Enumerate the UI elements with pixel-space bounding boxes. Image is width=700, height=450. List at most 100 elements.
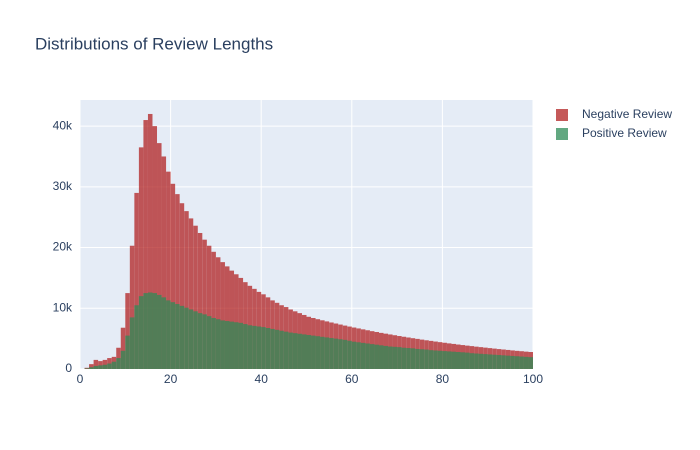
bar [107, 363, 112, 369]
bar [102, 364, 108, 369]
bar [410, 348, 416, 369]
bar [184, 211, 189, 369]
legend-label: Negative Review [582, 107, 672, 121]
bar [505, 355, 511, 369]
bar [161, 297, 167, 369]
bar [424, 349, 429, 369]
bar [215, 319, 221, 369]
chart-title: Distributions of Review Lengths [35, 34, 273, 53]
bar [306, 334, 312, 369]
y-tick-label: 20k [53, 240, 73, 254]
bar [211, 317, 216, 369]
y-tick-label: 0 [65, 361, 72, 375]
x-tick-label: 100 [523, 372, 543, 386]
bar [483, 354, 488, 369]
bar [288, 332, 293, 369]
bar [102, 359, 108, 369]
bar [501, 355, 506, 369]
x-tick-label: 80 [436, 372, 450, 386]
bar [510, 355, 515, 369]
x-tick-label: 20 [164, 372, 178, 386]
bar [184, 307, 189, 369]
bar [89, 364, 94, 369]
bar [179, 305, 185, 369]
y-tick-label: 10k [53, 300, 73, 314]
bar [270, 328, 275, 369]
bar [388, 346, 393, 369]
bar [157, 294, 162, 369]
bar [229, 270, 235, 369]
bar [120, 327, 126, 369]
bar [338, 339, 343, 369]
bar [419, 349, 425, 369]
bar [89, 367, 94, 369]
bar [455, 351, 461, 369]
bar [224, 321, 230, 369]
bar [206, 316, 212, 369]
bar [297, 333, 302, 369]
bar [329, 338, 334, 369]
bar [147, 113, 153, 369]
bar [211, 251, 216, 369]
bar [125, 335, 130, 369]
bar [523, 356, 529, 369]
bar [487, 354, 493, 369]
bar [98, 361, 103, 369]
x-tick-label: 60 [345, 372, 359, 386]
bar [365, 343, 370, 369]
bar [134, 305, 139, 369]
bar [202, 314, 207, 369]
bar [197, 232, 203, 369]
bar [175, 304, 180, 369]
bar [315, 336, 321, 369]
y-tick-label: 30k [53, 179, 73, 193]
bar [333, 338, 339, 369]
bar [234, 322, 239, 369]
bar [138, 147, 144, 369]
bar [120, 350, 126, 369]
bar [397, 347, 402, 369]
bar [234, 274, 239, 369]
bar [256, 326, 262, 369]
bar [474, 353, 479, 369]
bar [111, 361, 117, 369]
bar [374, 344, 379, 369]
bar [514, 356, 520, 369]
bar [433, 350, 438, 369]
bar [161, 156, 167, 369]
bar [125, 293, 130, 369]
bar [469, 353, 475, 369]
bar [492, 354, 497, 369]
bar [415, 348, 420, 369]
bar [157, 143, 162, 369]
bar [129, 245, 135, 369]
bar [320, 336, 325, 369]
bar [347, 340, 352, 369]
bar [193, 225, 198, 369]
x-tick-label: 0 [77, 372, 84, 386]
y-tick-label: 40k [53, 118, 73, 132]
bar [283, 331, 289, 369]
bar [437, 350, 443, 369]
bar [496, 355, 502, 369]
bar [220, 320, 225, 369]
bar [265, 328, 271, 369]
series [84, 292, 533, 369]
bar [311, 335, 316, 369]
bar [460, 352, 466, 369]
bar [446, 351, 452, 369]
bar [401, 347, 407, 369]
bar [215, 257, 221, 369]
bar [170, 183, 176, 369]
legend-swatch [556, 128, 568, 140]
bar [224, 266, 230, 369]
bar [519, 356, 524, 369]
bar [378, 345, 384, 369]
bar [292, 333, 298, 369]
bar [478, 353, 484, 369]
legend-label: Positive Review [582, 126, 667, 140]
bar [152, 126, 158, 369]
bar [392, 346, 398, 369]
bar [351, 341, 357, 369]
bar [406, 348, 411, 369]
